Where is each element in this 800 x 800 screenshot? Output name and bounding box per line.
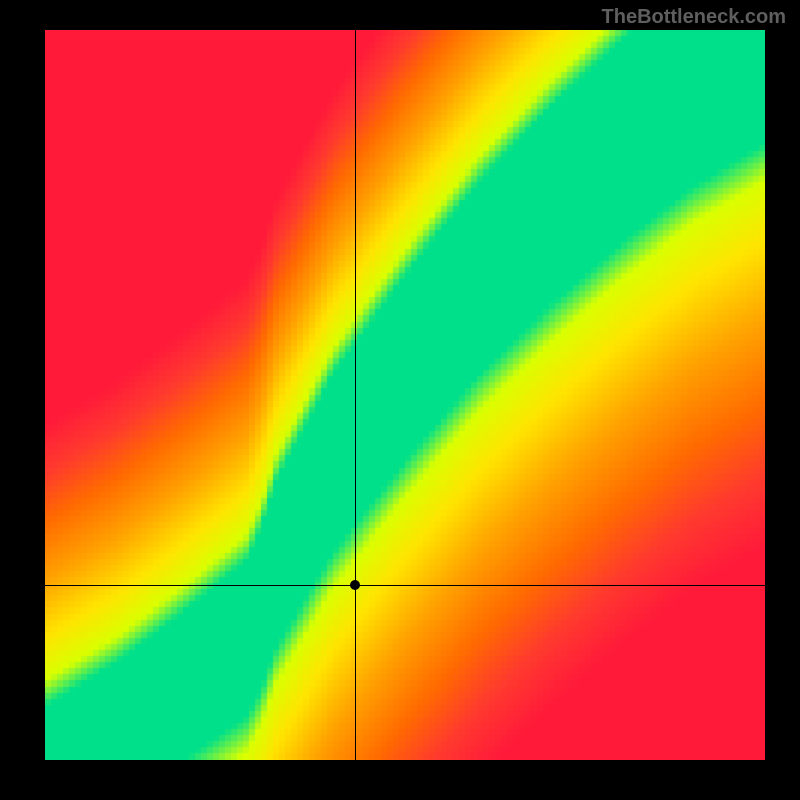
chart-container: { "watermark": "TheBottleneck.com", "wat… xyxy=(0,0,800,800)
watermark-text: TheBottleneck.com xyxy=(602,6,786,29)
heatmap-canvas xyxy=(45,30,765,760)
crosshair-horizontal xyxy=(45,585,765,586)
crosshair-marker xyxy=(350,580,360,590)
crosshair-vertical xyxy=(355,30,356,760)
